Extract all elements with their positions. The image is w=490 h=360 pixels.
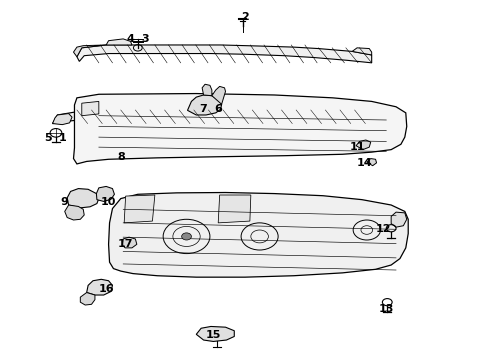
- Text: 6: 6: [214, 104, 222, 113]
- Polygon shape: [356, 140, 371, 150]
- Text: 7: 7: [200, 104, 207, 113]
- Polygon shape: [74, 94, 407, 164]
- Polygon shape: [391, 212, 407, 227]
- Polygon shape: [52, 109, 376, 123]
- Text: 8: 8: [117, 152, 124, 162]
- Circle shape: [182, 233, 192, 240]
- Polygon shape: [77, 45, 372, 63]
- Text: 13: 13: [379, 303, 394, 314]
- Text: 2: 2: [241, 13, 249, 22]
- Text: 9: 9: [61, 197, 69, 207]
- Polygon shape: [87, 279, 113, 295]
- Polygon shape: [212, 86, 225, 104]
- Polygon shape: [97, 186, 115, 202]
- Polygon shape: [106, 39, 132, 45]
- Text: 14: 14: [357, 158, 372, 168]
- Polygon shape: [80, 293, 95, 305]
- Text: 5: 5: [44, 133, 51, 143]
- Polygon shape: [67, 189, 99, 208]
- Polygon shape: [188, 95, 221, 115]
- Text: 12: 12: [376, 224, 392, 234]
- Text: 17: 17: [118, 239, 133, 249]
- Text: 4: 4: [126, 34, 134, 44]
- Polygon shape: [124, 195, 155, 223]
- Polygon shape: [82, 102, 99, 116]
- Text: 15: 15: [206, 330, 221, 341]
- Text: 3: 3: [141, 34, 149, 44]
- Polygon shape: [218, 195, 251, 223]
- Polygon shape: [352, 48, 372, 55]
- Polygon shape: [122, 237, 137, 248]
- Text: 10: 10: [101, 197, 116, 207]
- Polygon shape: [109, 193, 408, 277]
- Polygon shape: [196, 327, 234, 342]
- Text: 11: 11: [349, 142, 365, 152]
- Polygon shape: [74, 45, 106, 57]
- Polygon shape: [367, 158, 376, 166]
- Polygon shape: [52, 113, 72, 125]
- Text: 16: 16: [98, 284, 114, 294]
- Polygon shape: [65, 205, 84, 220]
- Polygon shape: [202, 84, 212, 96]
- Text: 1: 1: [58, 133, 66, 143]
